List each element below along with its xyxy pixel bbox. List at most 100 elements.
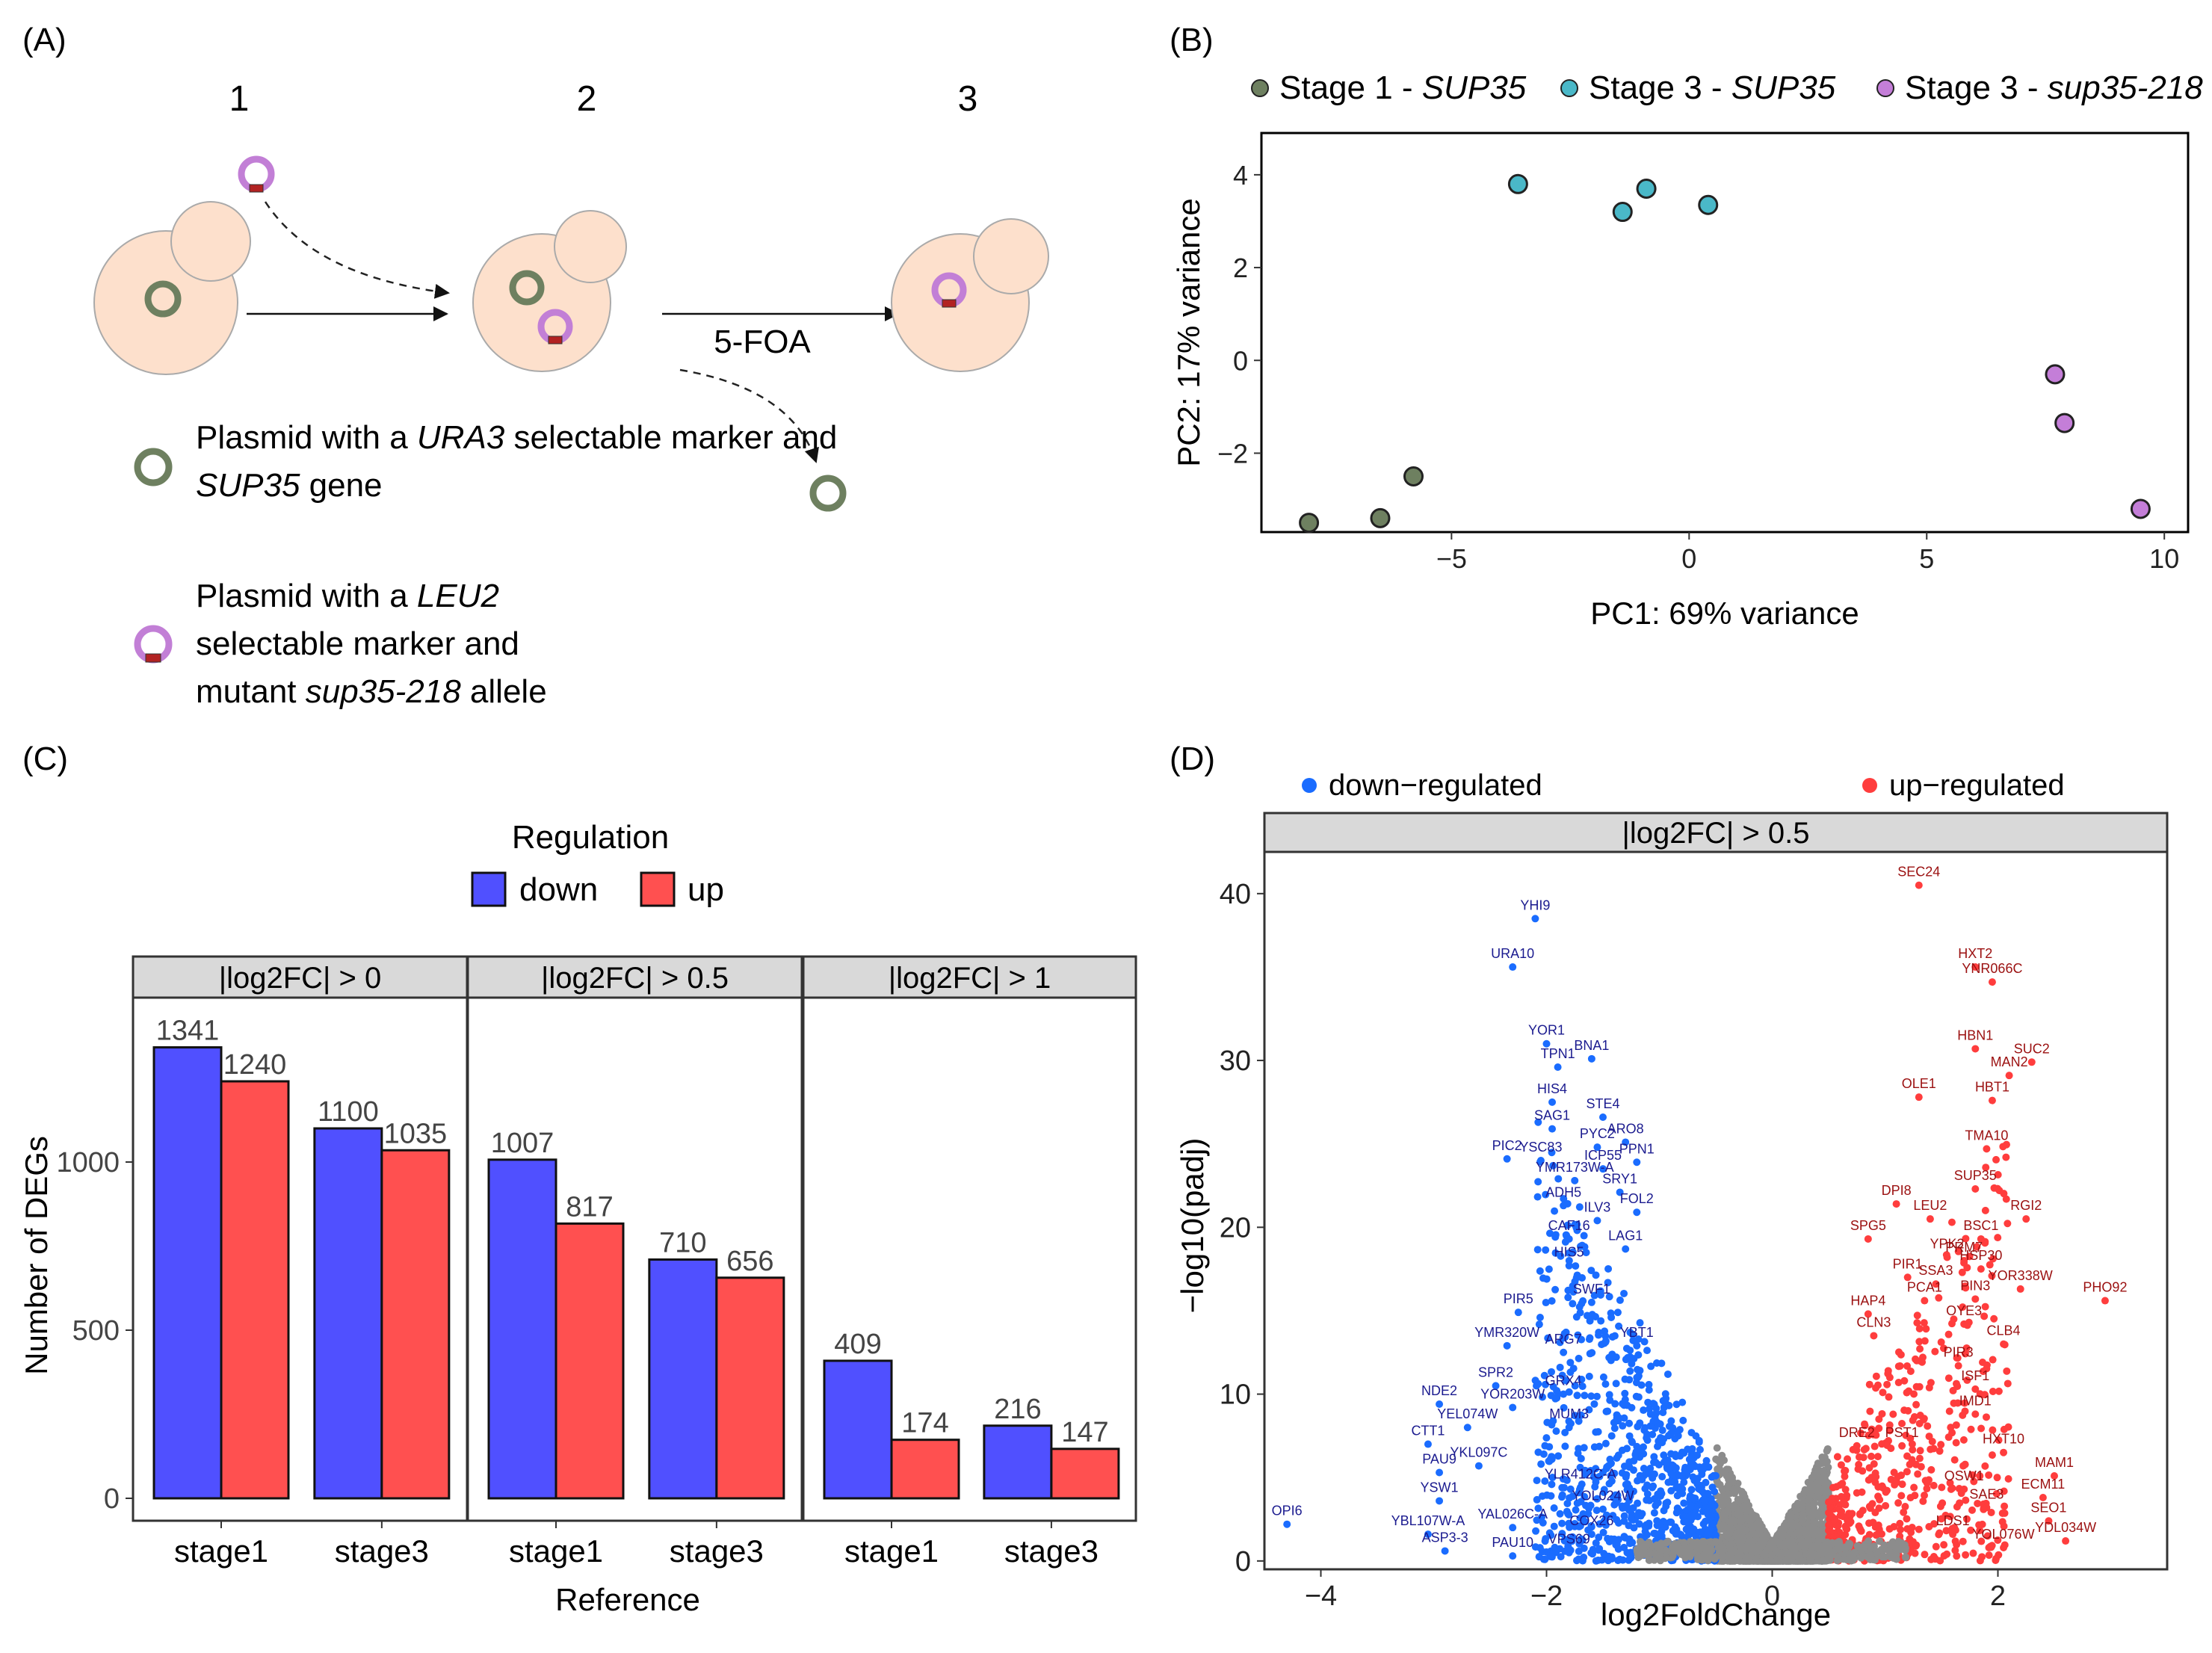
x-tick-label: −5 bbox=[1436, 543, 1467, 574]
point-down bbox=[1634, 1393, 1643, 1401]
point-up bbox=[2039, 1494, 2047, 1501]
point-down bbox=[1687, 1502, 1695, 1510]
point-down bbox=[1592, 1313, 1600, 1321]
gene-label-up: MAM1 bbox=[2035, 1455, 2074, 1470]
facet-label: |log2FC| > 0.5 bbox=[1622, 817, 1810, 850]
point-ns bbox=[1902, 1554, 1910, 1562]
gene-label-down: SWF1 bbox=[1573, 1282, 1610, 1297]
point-down bbox=[1652, 1359, 1660, 1367]
point-up bbox=[2000, 1487, 2008, 1495]
bar-down bbox=[983, 1424, 1053, 1500]
point-down bbox=[1646, 1465, 1655, 1473]
gene-label-down: MUM3 bbox=[1549, 1406, 1589, 1421]
gene-label-up: IMD1 bbox=[1959, 1393, 1992, 1408]
x-tick-label: 0 bbox=[1681, 543, 1696, 574]
point-down bbox=[1640, 1406, 1648, 1415]
gene-label-up: PST1 bbox=[1885, 1425, 1919, 1440]
point-down bbox=[1672, 1400, 1681, 1409]
point-down bbox=[1633, 1341, 1641, 1350]
point-down bbox=[1577, 1411, 1585, 1419]
gene-label-up: YDL034W bbox=[2035, 1520, 2096, 1535]
point-up bbox=[1958, 1268, 1966, 1276]
point-up bbox=[1828, 1513, 1836, 1521]
y-tick-label: 1000 bbox=[56, 1147, 120, 1178]
point-down bbox=[1551, 1207, 1559, 1215]
point-up bbox=[1873, 1453, 1882, 1461]
point-up bbox=[1856, 1510, 1865, 1518]
point-up bbox=[1894, 1499, 1903, 1507]
point-up bbox=[1902, 1431, 1910, 1439]
point-down bbox=[1509, 1403, 1517, 1412]
point-up bbox=[1870, 1332, 1878, 1340]
point-down bbox=[1532, 1527, 1540, 1535]
point-up bbox=[1889, 1410, 1897, 1418]
point-down bbox=[1619, 1422, 1627, 1430]
point-up bbox=[1961, 1399, 1969, 1407]
gene-label-down: HIS5 bbox=[1554, 1245, 1584, 1260]
gene-label-down: ARO8 bbox=[1607, 1121, 1644, 1136]
legend-label-italic: sup35-218 bbox=[2048, 69, 2203, 106]
gene-label-up: MAN2 bbox=[1991, 1054, 2028, 1069]
point-up bbox=[1898, 1419, 1906, 1427]
point-down bbox=[1620, 1517, 1628, 1525]
point-down bbox=[1599, 1373, 1607, 1381]
point-down bbox=[1503, 1155, 1511, 1163]
point-down bbox=[1646, 1422, 1655, 1430]
point-down bbox=[1545, 1443, 1554, 1451]
point-up bbox=[1893, 1478, 1901, 1486]
legend-ura3-icon bbox=[134, 448, 173, 486]
point-down bbox=[1650, 1400, 1658, 1409]
point-up bbox=[1860, 1445, 1868, 1453]
x-axis-title: log2FoldChange bbox=[1601, 1597, 1831, 1632]
point-down bbox=[1592, 1271, 1600, 1279]
gene-label-up: SEO1 bbox=[2030, 1500, 2066, 1515]
point-down bbox=[1563, 1476, 1571, 1484]
y-tick-label: 40 bbox=[1220, 879, 1251, 910]
bar-down bbox=[152, 1046, 223, 1500]
point-up bbox=[1872, 1384, 1880, 1392]
legend-label-italic: SUP35 bbox=[1731, 69, 1836, 106]
point-up bbox=[2002, 1195, 2010, 1203]
point-down bbox=[1652, 1409, 1660, 1417]
point-up bbox=[1995, 1387, 2003, 1395]
gene-label-down: YOR203W bbox=[1480, 1386, 1545, 1401]
gene-label-up: PRM7 bbox=[1945, 1240, 1983, 1255]
point-up bbox=[1841, 1466, 1850, 1474]
point-up bbox=[1871, 1509, 1879, 1517]
point-ns bbox=[1704, 1557, 1712, 1565]
point-up bbox=[1988, 1272, 1996, 1280]
point-up bbox=[1954, 1247, 1962, 1255]
point-down bbox=[1592, 1428, 1600, 1436]
point-down bbox=[1678, 1448, 1686, 1456]
point-up bbox=[2000, 1190, 2008, 1198]
gene-label-up: CLN3 bbox=[1856, 1314, 1891, 1329]
point-down bbox=[1556, 1510, 1564, 1518]
point-down bbox=[1542, 1299, 1550, 1307]
point-down bbox=[1667, 1450, 1675, 1458]
point-up bbox=[1872, 1372, 1880, 1380]
point-ns bbox=[1812, 1470, 1820, 1478]
y-tick-label: 30 bbox=[1220, 1045, 1251, 1077]
point-up bbox=[2000, 1522, 2008, 1530]
point-up bbox=[1952, 1421, 1960, 1429]
point-up bbox=[1909, 1416, 1917, 1424]
point-down bbox=[1595, 1533, 1603, 1542]
point-ns bbox=[1788, 1551, 1796, 1559]
point-up bbox=[1941, 1511, 1950, 1519]
point-down bbox=[1571, 1522, 1579, 1530]
point-up bbox=[1911, 1549, 1919, 1557]
point-up bbox=[2004, 1379, 2012, 1388]
yeast-cell-stage1 bbox=[93, 201, 251, 375]
point-up bbox=[1967, 1526, 1975, 1534]
legend-label: Stage 3 - sup35-218 bbox=[1905, 69, 2203, 106]
stage-label-2: 2 bbox=[577, 79, 597, 119]
point-down bbox=[1531, 915, 1539, 923]
pca-point bbox=[2045, 364, 2066, 385]
point-up bbox=[1903, 1362, 1912, 1370]
point-up bbox=[1885, 1374, 1894, 1382]
point-down bbox=[1633, 1374, 1641, 1382]
point-down bbox=[1581, 1518, 1590, 1526]
bar-value-label: 1007 bbox=[491, 1128, 554, 1159]
point-up bbox=[2101, 1297, 2109, 1305]
gene-label-up: HBT1 bbox=[1975, 1080, 2009, 1095]
